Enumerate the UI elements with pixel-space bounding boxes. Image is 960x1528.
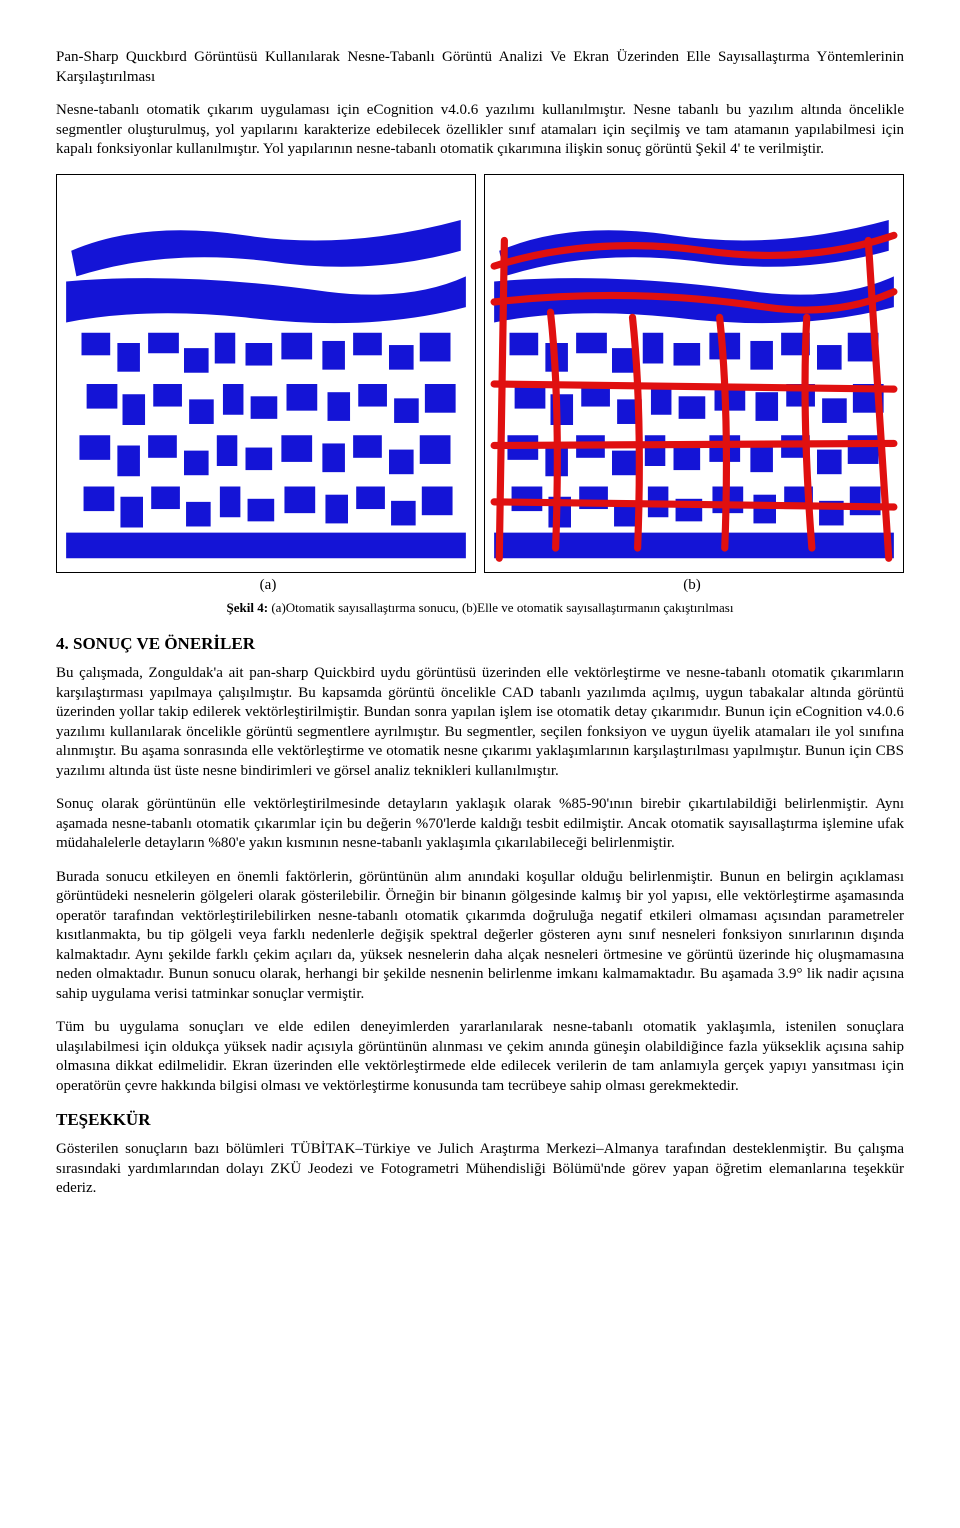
para-3: Burada sonucu etkileyen en önemli faktör… xyxy=(56,868,904,1005)
intro-paragraph: Nesne-tabanlı otomatik çıkarım uygulamas… xyxy=(56,101,904,160)
figure-4a xyxy=(56,174,476,574)
map-a-svg xyxy=(61,179,471,569)
para-2: Sonuç olarak görüntünün elle vektörleşti… xyxy=(56,795,904,854)
section-4-heading: 4. SONUÇ VE ÖNERİLER xyxy=(56,634,904,654)
para-1: Bu çalışmada, Zonguldak'a ait pan-sharp … xyxy=(56,664,904,781)
figure-sub-labels: (a) (b) xyxy=(56,577,904,594)
thanks-paragraph: Gösterilen sonuçların bazı bölümleri TÜB… xyxy=(56,1140,904,1199)
figure-4-caption-text: (a)Otomatik sayısallaştırma sonucu, (b)E… xyxy=(268,600,733,615)
page-title: Pan-Sharp Quıckbırd Görüntüsü Kullanılar… xyxy=(56,48,904,87)
figure-4b-label: (b) xyxy=(480,577,904,594)
figure-4a-label: (a) xyxy=(56,577,480,594)
thanks-heading: TEŞEKKÜR xyxy=(56,1110,904,1130)
map-b-svg xyxy=(489,179,899,569)
figure-4b xyxy=(484,174,904,574)
figure-4-row xyxy=(56,174,904,574)
figure-4-caption: Şekil 4: (a)Otomatik sayısallaştırma son… xyxy=(56,600,904,616)
figure-4-caption-bold: Şekil 4: xyxy=(227,600,269,615)
para-4: Tüm bu uygulama sonuçları ve elde edilen… xyxy=(56,1018,904,1096)
